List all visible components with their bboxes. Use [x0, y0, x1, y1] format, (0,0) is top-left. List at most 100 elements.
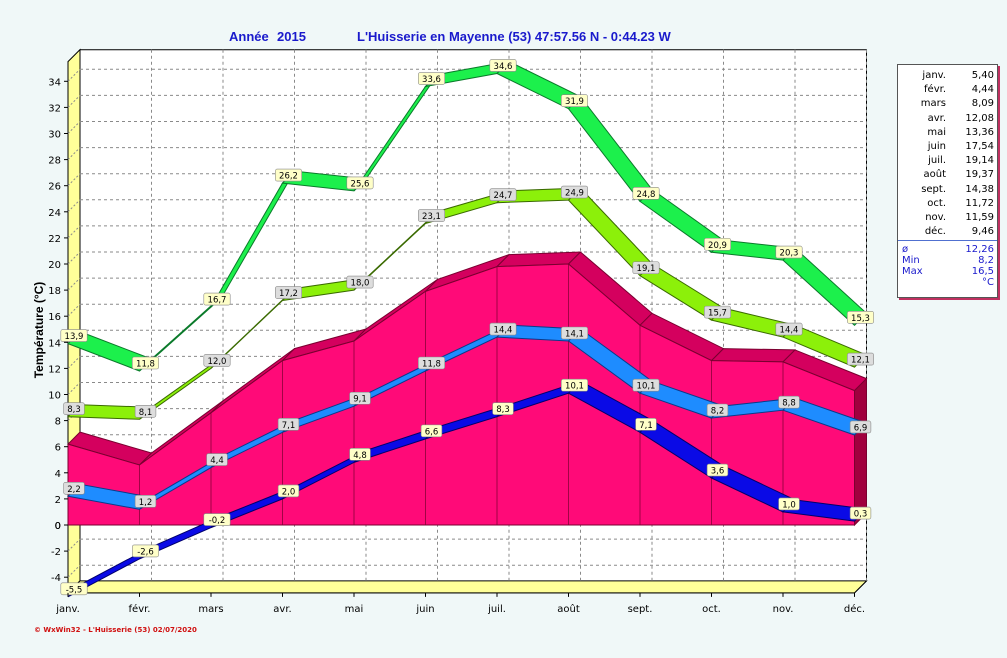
y-tick-label: 18: [48, 286, 61, 297]
mean-label: 8,8: [782, 399, 796, 409]
max_avg-label-box: [203, 354, 231, 367]
legend-row: oct. 11,72: [902, 197, 994, 211]
max_abs-label: 20,9: [708, 241, 727, 251]
mean-label: 14,1: [565, 329, 584, 339]
max_abs-label-box: [132, 356, 160, 370]
y-tick-label: 28: [48, 156, 61, 167]
monthly-averages-legend: janv. 5,40 févr. 4,44 mars 8,09 avr. 12,08 mai 13…: [897, 64, 998, 298]
min_avg-label: 3,6: [711, 467, 725, 477]
x-tick-label: juin: [415, 604, 434, 615]
legend-row: févr. 4,44: [902, 83, 994, 97]
max_avg-label-box: [632, 261, 660, 275]
legend-row: nov. 11,59: [902, 211, 994, 225]
min_avg-label: -2,6: [137, 547, 154, 557]
legend-month: mai: [927, 126, 946, 138]
mean-label-box: [778, 395, 800, 409]
legend-value: 17,54: [965, 140, 994, 152]
legend-max-row: Max 16,5: [902, 266, 994, 277]
legend-value: 12,08: [965, 112, 994, 124]
footer-credit: © WxWin32 - L'Huisserie (53) 02/07/2020: [34, 626, 197, 634]
legend-value: 13,36: [965, 126, 994, 138]
min_avg-label: 4,8: [353, 451, 367, 461]
x-tick-label: mars: [198, 604, 223, 615]
y-tick-label: 4: [55, 469, 61, 480]
max_abs-label-box: [203, 292, 231, 306]
mean-label: 2,2: [67, 485, 81, 495]
x-tick-label: sept.: [628, 604, 653, 615]
y-tick-label: 20: [48, 260, 61, 271]
legend-max-label: Max: [902, 266, 923, 277]
legend-month: déc.: [924, 226, 946, 238]
max_abs-label: 24,8: [637, 190, 656, 200]
h-gridline-side: [67, 303, 81, 317]
min_avg-label-box: [849, 506, 872, 520]
max_avg-label-box: [703, 305, 731, 319]
max_avg-label: 17,2: [279, 289, 298, 299]
max_abs-label: 15,3: [851, 314, 870, 324]
max_abs-label: 26,2: [279, 172, 298, 182]
x-tick-label: janv.: [55, 604, 80, 615]
legend-min-row: Min 8,2: [902, 255, 994, 266]
legend-min-value: 8,2: [978, 255, 994, 266]
legend-month: juil.: [928, 155, 946, 167]
legend-row: avr. 12,08: [902, 112, 994, 126]
legend-month: nov.: [925, 211, 946, 223]
h-gridline-side: [67, 225, 81, 239]
mean-label: 9,1: [353, 395, 367, 405]
max_avg-label-box: [63, 402, 85, 415]
min_avg-label: 7,1: [639, 421, 653, 431]
mean-label-box: [277, 418, 300, 431]
legend-max-value: 16,5: [971, 266, 994, 277]
max_avg-label-box: [346, 275, 374, 289]
y-tick-label: 34: [48, 77, 61, 88]
legend-row: mai 13,36: [902, 126, 994, 140]
mean-label: 4,4: [210, 456, 224, 466]
mean-label-box: [349, 391, 371, 405]
h-gridline-side: [67, 173, 81, 187]
min_avg-label: -0,2: [209, 516, 226, 526]
mean-label-box: [560, 326, 588, 340]
max_abs-label: 31,9: [565, 97, 584, 107]
h-gridline-side: [67, 147, 81, 160]
min_avg-label-box: [277, 484, 300, 498]
legend-month: févr.: [924, 84, 946, 96]
max_avg-label: 12,1: [851, 356, 870, 366]
mean-label-box: [849, 420, 872, 434]
max_abs-label-box: [346, 176, 374, 190]
legend-month: avr.: [927, 112, 946, 124]
max_avg-label: 8,1: [139, 408, 153, 418]
legend-row: sept. 14,38: [902, 183, 994, 197]
station-title: L'Huisserie en Mayenne (53) 47:57.56 N -…: [357, 29, 672, 44]
legend-value: 4,44: [971, 84, 994, 96]
max_avg-label-box: [489, 188, 517, 201]
min_avg-label-box: [132, 544, 160, 558]
mean-label: 8,2: [711, 406, 725, 416]
y-tick-label: 10: [48, 391, 61, 402]
max_avg-label: 14,4: [780, 326, 799, 336]
mean-label-box: [134, 495, 157, 508]
x-tick-label: juil.: [487, 604, 506, 615]
y-tick-label: 24: [48, 208, 61, 219]
max_abs-label-box: [846, 311, 874, 324]
legend-row: déc. 9,46: [902, 225, 994, 239]
min_avg-label-box: [560, 378, 588, 392]
legend-value: 19,37: [965, 169, 994, 181]
min_avg-label-box: [635, 418, 657, 431]
legend-month: oct.: [927, 197, 946, 209]
max_abs-label: 16,7: [208, 296, 227, 306]
x-tick-label: oct.: [702, 604, 721, 615]
legend-mean-value: 12,26: [965, 244, 994, 255]
min_avg-label: 2,0: [282, 487, 296, 497]
legend-value: 9,46: [971, 226, 994, 238]
h-gridline-side: [67, 68, 81, 82]
y-tick-label: 8: [55, 417, 61, 428]
y-tick-label: 2: [55, 495, 61, 506]
legend-value: 14,38: [965, 183, 994, 195]
min_avg-label-box: [349, 448, 371, 461]
legend-mean-row: ø 12,26: [902, 244, 994, 255]
min_avg-label-box: [203, 513, 231, 526]
x-tick-label: avr.: [273, 604, 291, 615]
y-tick-label: 26: [48, 182, 61, 193]
max_avg-label: 19,1: [637, 264, 656, 274]
